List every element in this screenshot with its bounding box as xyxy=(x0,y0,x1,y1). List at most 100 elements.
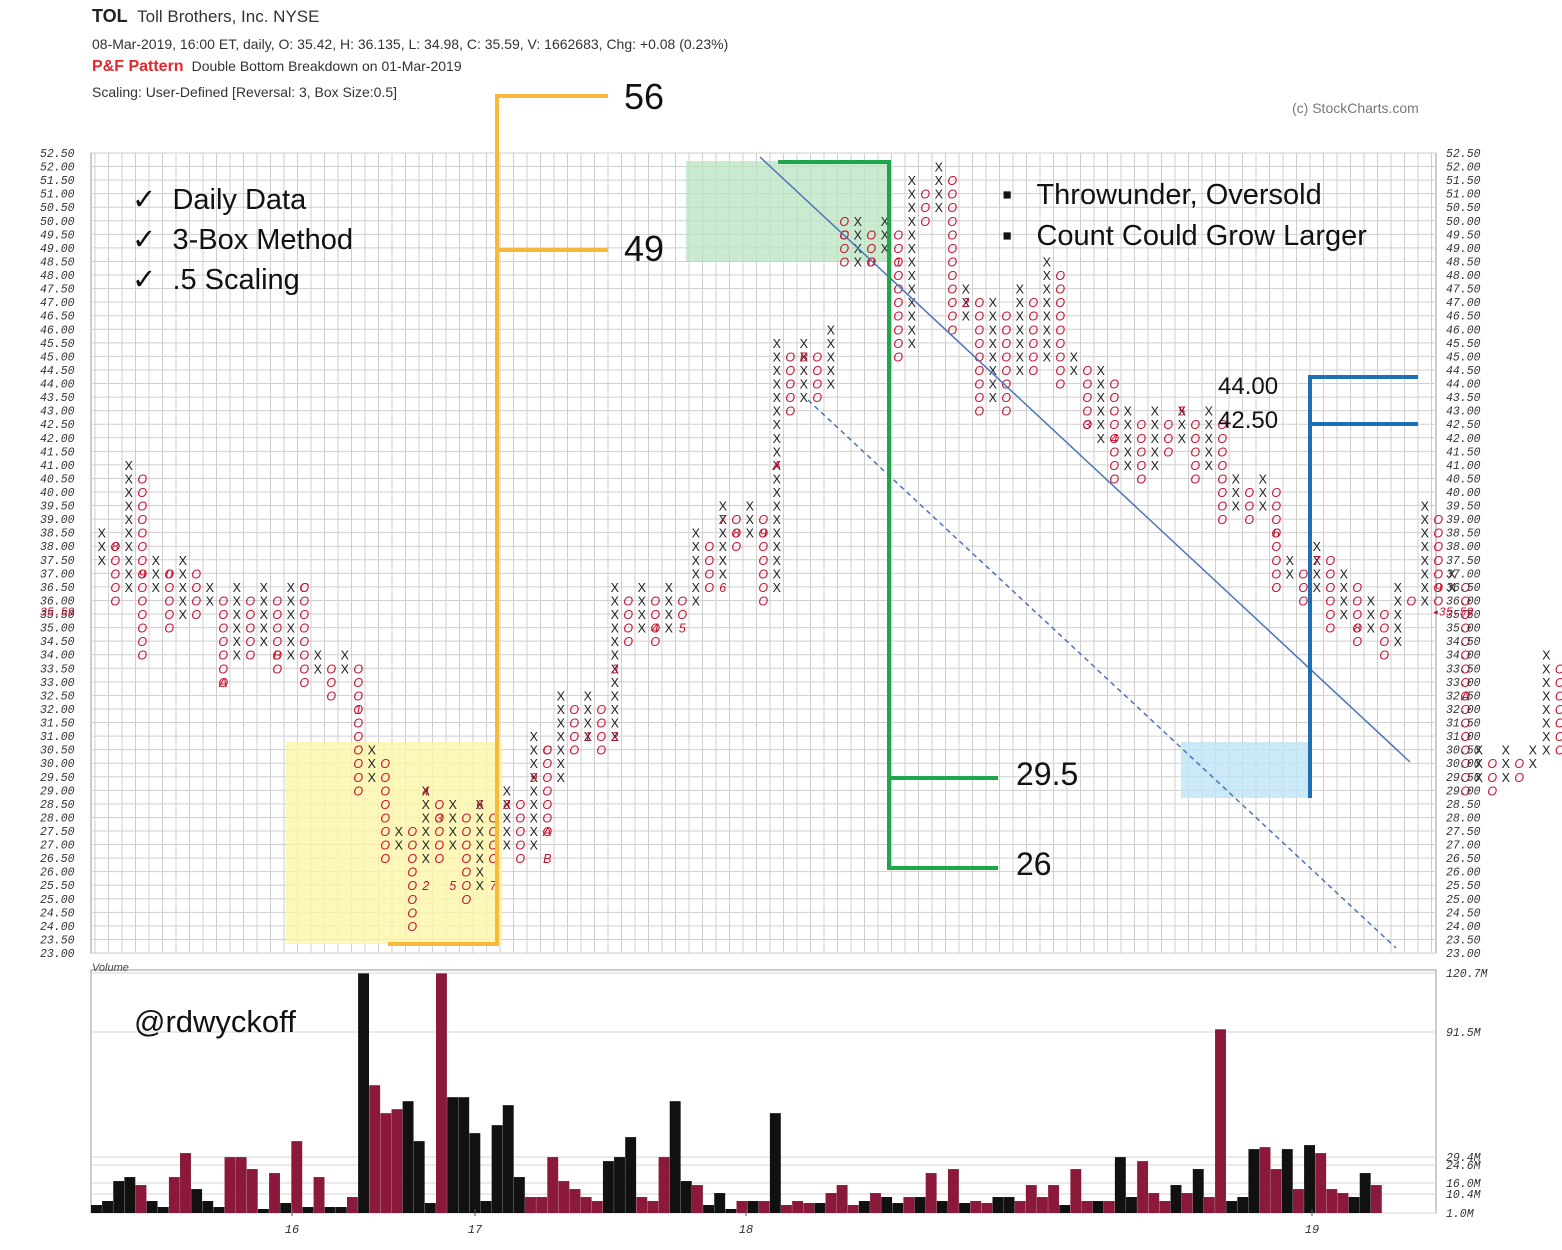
x-box: X xyxy=(557,689,566,703)
x-box: X xyxy=(1070,350,1079,364)
x-box: X xyxy=(1016,337,1025,351)
x-box: X xyxy=(1394,581,1403,595)
volume-bar xyxy=(547,1157,559,1213)
x-box: X xyxy=(773,337,782,351)
o-box: O xyxy=(542,798,552,812)
x-box: X xyxy=(260,581,269,595)
target-49: 49 xyxy=(624,228,665,269)
volume-bar xyxy=(1170,1185,1182,1213)
o-box: O xyxy=(299,594,309,608)
o-box: O xyxy=(1487,757,1497,771)
left-price-label: 28.50 xyxy=(40,799,75,812)
o-box: O xyxy=(1271,567,1281,581)
right-price-label: 48.50 xyxy=(1446,256,1481,269)
left-price-label: 45.50 xyxy=(40,338,75,351)
o-box: O xyxy=(1406,594,1416,608)
o-box: O xyxy=(461,866,471,880)
o-box: O xyxy=(650,594,660,608)
o-box: O xyxy=(1555,689,1562,703)
volume-bar xyxy=(424,1203,436,1213)
volume-bar xyxy=(335,1207,347,1213)
volume-bar xyxy=(469,1133,481,1213)
pattern-text: Double Bottom Breakdown on 01-Mar-2019 xyxy=(191,58,462,74)
volume-bar xyxy=(703,1205,715,1213)
x-box: X xyxy=(287,581,296,595)
volume-bar xyxy=(758,1201,770,1213)
volume-bar xyxy=(1059,1205,1071,1213)
o-box: O xyxy=(1460,581,1470,595)
o-box: O xyxy=(137,500,147,514)
volume-bar xyxy=(1126,1197,1137,1213)
o-box: O xyxy=(1109,418,1119,432)
x-box: X xyxy=(692,554,701,568)
left-price-label: 43.00 xyxy=(40,406,75,419)
volume-bar xyxy=(1203,1197,1215,1213)
o-box: O xyxy=(272,594,282,608)
o-box: O xyxy=(353,662,363,676)
o-box: O xyxy=(1190,459,1200,473)
x-box: X xyxy=(314,649,323,663)
level-44: 44.00 xyxy=(1218,373,1279,400)
o-box: O xyxy=(1298,594,1308,608)
o-box: O xyxy=(542,784,552,798)
o-box: O xyxy=(1555,744,1562,758)
o-box: O xyxy=(623,635,633,649)
right-price-label: 25.50 xyxy=(1446,880,1481,893)
o-box: O xyxy=(1001,364,1011,378)
x-box: X xyxy=(125,459,134,473)
x-box: X xyxy=(1421,513,1430,527)
x-box: X xyxy=(1542,649,1551,663)
o-box: O xyxy=(866,242,876,256)
o-box: O xyxy=(1460,784,1470,798)
left-price-label: 36.50 xyxy=(40,582,75,595)
volume-bar xyxy=(91,1205,102,1213)
o-box: O xyxy=(191,594,201,608)
o-box: O xyxy=(974,378,984,392)
x-box: X xyxy=(584,689,593,703)
volume-bar xyxy=(947,1169,959,1213)
o-box: O xyxy=(380,811,390,825)
last-price-left: 35.59 xyxy=(40,607,75,620)
o-box: O xyxy=(1460,771,1470,785)
x-box: X xyxy=(962,296,971,310)
right-price-label: 43.00 xyxy=(1446,406,1481,419)
o-box: O xyxy=(812,378,822,392)
x-box: X xyxy=(179,608,188,622)
month-marker: 4 xyxy=(422,784,429,798)
o-box: O xyxy=(299,622,309,636)
o-box: O xyxy=(974,350,984,364)
o-box: O xyxy=(893,337,903,351)
volume-bar xyxy=(124,1177,136,1213)
volume-bar xyxy=(1315,1153,1327,1213)
x-box: X xyxy=(476,866,485,880)
x-box: X xyxy=(557,757,566,771)
x-box: X xyxy=(1542,676,1551,690)
x-box: X xyxy=(1475,771,1484,785)
volume-bar xyxy=(213,1207,225,1213)
volume-bar xyxy=(1159,1201,1171,1213)
x-box: X xyxy=(287,635,296,649)
o-box: O xyxy=(137,486,147,500)
x-box: X xyxy=(773,513,782,527)
left-price-label: 51.00 xyxy=(40,189,75,202)
month-marker: 9 xyxy=(1435,581,1442,595)
o-box: O xyxy=(1244,500,1254,514)
o-box: O xyxy=(515,811,525,825)
right-price-label: 50.00 xyxy=(1446,216,1481,229)
right-price-label: 31.50 xyxy=(1446,718,1481,731)
x-tick-label: 17 xyxy=(468,1223,483,1237)
o-box: O xyxy=(1001,391,1011,405)
x-box: X xyxy=(557,771,566,785)
volume-bar xyxy=(1137,1161,1149,1213)
x-box: X xyxy=(1340,567,1349,581)
o-box: O xyxy=(1460,608,1470,622)
volume-bar xyxy=(736,1201,748,1213)
volume-bar xyxy=(1215,1029,1226,1213)
volume-bar xyxy=(1114,1157,1126,1213)
left-price-label: 26.50 xyxy=(40,853,75,866)
o-box: O xyxy=(218,594,228,608)
copyright: (c) StockCharts.com xyxy=(1292,100,1419,116)
x-box: X xyxy=(773,500,782,514)
o-box: O xyxy=(1082,391,1092,405)
